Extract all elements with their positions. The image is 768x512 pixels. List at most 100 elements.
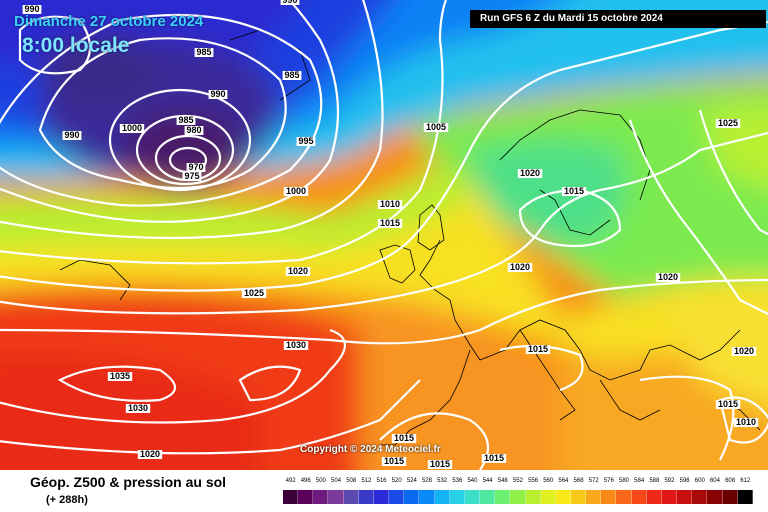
isobar-label-bg [731,347,757,356]
isobar-label-bg [119,124,145,133]
scale-swatch [570,490,587,504]
scale-label: 516 [376,478,387,484]
scale-swatch [555,490,571,504]
isobar-label-bg [182,172,202,181]
scale-label: 584 [634,478,645,484]
scale-label: 540 [467,478,478,484]
scale-swatch [540,490,556,504]
scale-swatch [722,490,738,504]
scale-swatch [373,490,390,504]
isobar-label-bg [525,345,551,354]
isobar-label: 1020 [520,168,540,178]
scale-label: 580 [619,478,630,484]
scale-swatch [707,490,723,504]
scale-swatch [646,490,662,504]
scale-label: 612 [740,478,751,484]
isobar-label: 1025 [718,118,738,128]
scale-swatch [510,490,526,504]
color-scale-bar [283,490,753,504]
isobar-label: 1035 [110,371,130,381]
scale-swatch [358,490,374,504]
scale-label: 512 [361,478,372,484]
isobar-label: 980 [186,125,201,135]
map-title: Géop. Z500 & pression au sol [30,474,227,490]
scale-swatch [419,490,435,504]
forecast-date: Dimanche 27 octobre 2024 [14,13,204,30]
color-scale: 492 496 500 504 508 512 516 520 524 528 532 536 540 5… [283,478,753,506]
scale-label: 532 [437,478,448,484]
isobar-label-bg [283,187,309,196]
scale-swatch [661,490,678,504]
isobar-label: 1010 [736,417,756,427]
scale-label: 596 [679,478,690,484]
scale-swatch [631,490,647,504]
scale-swatch [343,490,359,504]
isobar-lines [0,0,768,470]
isobar-label: 1015 [564,186,584,196]
scale-label: 536 [452,478,463,484]
scale-swatch [404,490,420,504]
scale-swatch [313,490,329,504]
isobar-label: 1015 [484,453,504,463]
scale-label: 592 [664,478,675,484]
isobar-label: 1020 [140,449,160,459]
isobar-label: 1025 [244,288,264,298]
scale-label: 548 [497,478,508,484]
forecast-time: 8:00 locale [22,34,130,57]
weather-map: 990 990 985 985 990 990 985 980 1000 970 975 995 100… [0,0,768,470]
isobar-label: 1030 [286,340,306,350]
isobar-label-bg [194,48,214,57]
scale-swatch [525,490,541,504]
scale-label: 508 [346,478,357,484]
isobar-label: 1010 [380,199,400,209]
scale-label: 524 [406,478,417,484]
isobar-labels: 9909909859859909909859801000970975995100… [22,0,759,469]
isobar-label-bg [137,450,163,459]
scale-swatch [298,490,314,504]
scale-label: 500 [315,478,326,484]
scale-label: 556 [528,478,539,484]
scale-label: 492 [285,478,296,484]
isobar-label-bg [427,460,453,469]
scale-label: 528 [421,478,432,484]
scale-swatch [464,490,481,504]
isobar-label-bg [381,457,407,466]
scale-swatch [449,490,465,504]
forecast-offset: (+ 288h) [46,494,88,506]
scale-swatch [283,490,299,504]
scale-label: 604 [709,478,720,484]
scale-label: 520 [391,478,402,484]
isobar-label: 1000 [122,123,142,133]
isobar-label-bg [377,219,403,228]
isobar-label-bg [481,454,507,463]
scale-swatch [389,490,405,504]
scale-label: 568 [573,478,584,484]
isobar-label-bg [561,187,587,196]
scale-label: 576 [603,478,614,484]
isobar-label: 1020 [658,272,678,282]
isobar-label: 1020 [510,262,530,272]
color-scale-labels: 492 496 500 504 508 512 516 520 524 528 532 536 540 5… [283,478,753,487]
isobar-label-bg [208,90,228,99]
isobar-label: 975 [184,171,199,181]
scale-swatch [616,490,632,504]
isobar-label: 1015 [430,459,450,469]
geopotential-field: 9909909859859909909859801000970975995100… [0,0,768,470]
isobar-label-bg [391,434,417,443]
isobar-label-bg [507,263,533,272]
isobar-label: 985 [196,47,211,57]
isobar-label-bg [715,119,741,128]
isobar-label: 1020 [734,346,754,356]
isobar-label-bg [22,5,42,14]
isobar-label: 1030 [128,403,148,413]
scale-label: 608 [725,478,736,484]
scale-swatch [601,490,617,504]
scale-swatch [434,490,450,504]
scale-swatch [677,490,693,504]
scale-swatch [495,490,511,504]
isobar-label-bg [296,137,316,146]
isobar-label: 1015 [528,344,548,354]
isobar-label-bg [282,71,302,80]
isobar-label-bg [283,341,309,350]
isobar-label-bg [125,404,151,413]
